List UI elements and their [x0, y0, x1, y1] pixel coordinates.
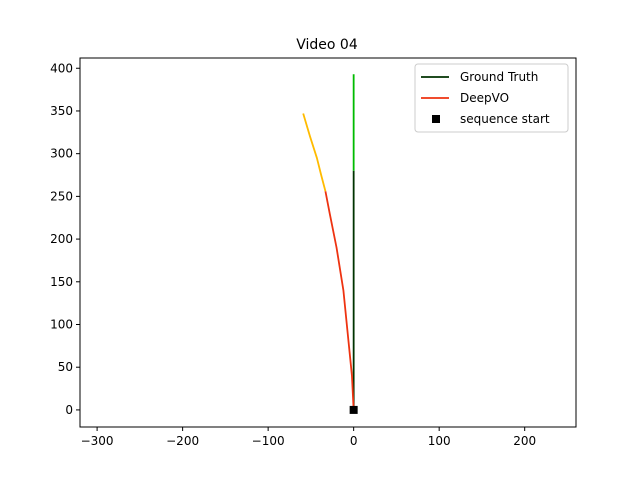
y-axis: 0 50 100 150 200 250 300 350 400	[50, 61, 80, 417]
x-tick-label: −300	[81, 434, 114, 448]
y-tick-label: 300	[50, 147, 73, 161]
deepvo-line	[302, 113, 327, 192]
legend-label: Ground Truth	[460, 70, 538, 84]
sequence-start-marker	[349, 405, 358, 414]
legend-box	[414, 63, 569, 133]
x-axis: −300 −200 −100 0 100 200	[81, 427, 536, 448]
x-tick-label: −200	[166, 434, 199, 448]
legend-label: sequence start	[460, 112, 550, 126]
legend-marker	[432, 115, 440, 123]
deepvo-line	[324, 191, 355, 410]
chart-title: Video 04	[296, 37, 358, 53]
y-tick-label: 100	[50, 318, 73, 332]
axes-frame	[79, 57, 577, 428]
x-tick-label: 0	[350, 434, 358, 448]
y-tick-label: 200	[50, 232, 73, 246]
legend: Ground Truth DeepVO sequence start	[414, 63, 569, 133]
y-tick-label: 350	[50, 104, 73, 118]
x-tick-label: 200	[513, 434, 536, 448]
y-tick-label: 50	[58, 360, 73, 374]
x-tick-label: −100	[252, 434, 285, 448]
x-tick-label: 100	[428, 434, 451, 448]
y-tick-label: 400	[50, 61, 73, 75]
y-tick-label: 0	[65, 403, 73, 417]
y-tick-label: 250	[50, 189, 73, 203]
y-tick-label: 150	[50, 275, 73, 289]
plot-area	[302, 74, 358, 414]
legend-label: DeepVO	[460, 91, 509, 105]
